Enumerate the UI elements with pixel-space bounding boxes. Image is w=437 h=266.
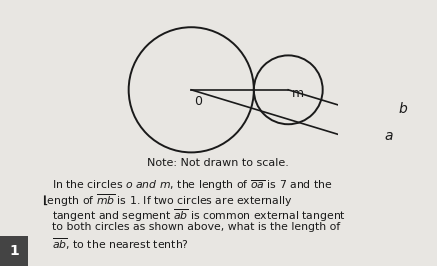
Text: 1: 1 bbox=[9, 244, 19, 258]
Text: $\overline{ab}$, to the nearest tenth?: $\overline{ab}$, to the nearest tenth? bbox=[52, 236, 189, 252]
Text: a: a bbox=[385, 130, 393, 143]
Text: to both circles as shown above, what is the length of: to both circles as shown above, what is … bbox=[52, 222, 340, 232]
FancyBboxPatch shape bbox=[0, 236, 28, 266]
Text: 0: 0 bbox=[194, 95, 202, 108]
Text: m: m bbox=[292, 87, 304, 100]
Text: In the circles $\mathit{o}$ $\mathit{and\ m}$, the length of $\overline{oa}$ is : In the circles $\mathit{o}$ $\mathit{and… bbox=[52, 178, 333, 193]
Text: $\mathbf{\lfloor}$ength of $\overline{mb}$ is 1. If two circles are externally: $\mathbf{\lfloor}$ength of $\overline{mb… bbox=[42, 193, 292, 209]
Text: tangent and segment $\overline{ab}$ is common external tangent: tangent and segment $\overline{ab}$ is c… bbox=[52, 207, 346, 224]
Text: Note: Not drawn to scale.: Note: Not drawn to scale. bbox=[147, 158, 289, 168]
Text: b: b bbox=[399, 102, 407, 117]
